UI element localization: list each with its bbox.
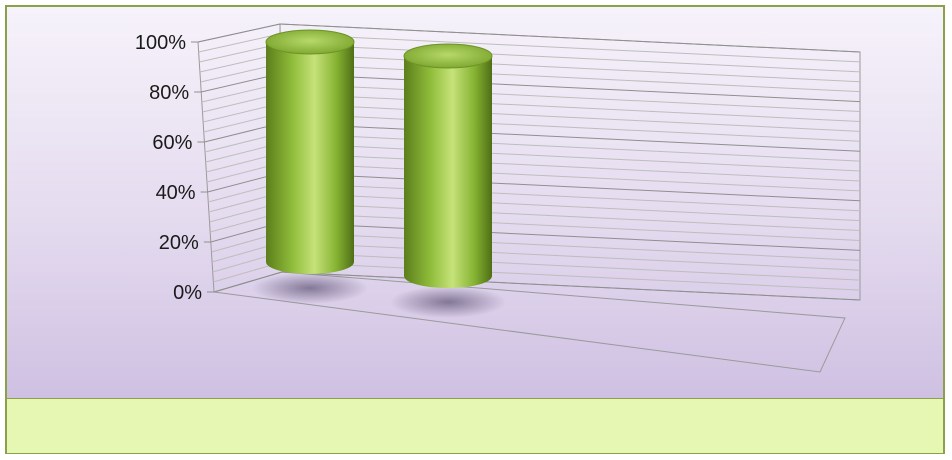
gridline-back [280,63,861,93]
gridline-back [280,122,861,152]
gridline-back [281,211,861,241]
gridline-back [281,192,861,222]
gridline-side [197,23,281,43]
gridline-side [198,33,281,53]
gridline-back [281,241,861,271]
footer-strip [7,398,943,453]
bar-body [404,56,492,288]
back-wall [279,23,861,301]
gridline-back [281,202,861,232]
gridline-back [281,182,861,212]
gridline-back [281,152,861,182]
gridline-back [281,162,861,192]
y-tick-label: 60% [152,132,192,154]
bar-body [266,42,354,274]
gridline-back [281,261,861,291]
gridline-back [280,142,861,172]
y-axis: 0% 20% 40% 60% 80% 100% [135,32,214,304]
gridline-side [213,271,283,293]
gridline-back [280,102,861,132]
bars [252,29,506,318]
gridline-back [281,231,861,261]
gridline-back [279,23,861,53]
y-tick-label: 0% [173,282,202,304]
gridline-back [280,132,861,162]
bar-top [403,43,493,69]
gridline-back [281,172,861,202]
gridline-back [280,33,861,63]
gridline-back [281,271,861,301]
gridline-back [280,73,861,103]
y-tick-label: 40% [156,182,196,204]
bar-top [265,29,355,55]
bar-cylinder [252,29,368,304]
gridlines [197,23,861,301]
gridline-back [280,43,861,73]
y-tick-label: 80% [149,82,189,104]
y-tick-label: 20% [159,232,199,254]
gridline-back [281,251,861,281]
gridline-back [280,112,861,142]
bar-shadow [252,272,368,304]
bar-cylinder [390,43,506,318]
gridline-back [280,53,861,83]
chart-svg: 0% 20% 40% 60% 80% 100% [135,23,861,373]
gridline-back [281,221,861,251]
gridline-back [280,92,861,122]
y-tick-label: 100% [135,32,186,54]
bar-shadow [390,286,506,318]
gridline-back [280,83,861,113]
